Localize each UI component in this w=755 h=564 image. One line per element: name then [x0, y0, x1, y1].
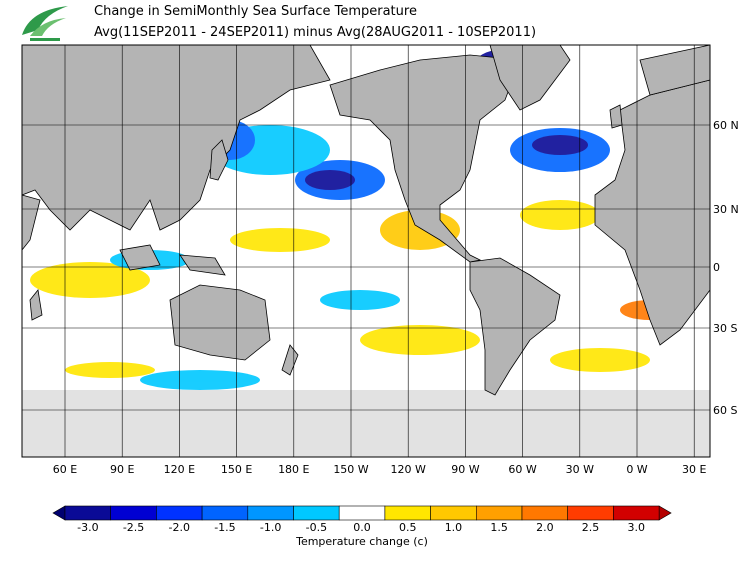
colorbar-tick-label: -2.5 [123, 521, 144, 534]
colorbar-box [475, 505, 523, 521]
colorbar-tick-label: 1.5 [490, 521, 508, 534]
lon-label: 150 W [333, 463, 368, 476]
lon-label: 120 E [164, 463, 195, 476]
lon-label: 60 W [508, 463, 536, 476]
lon-label: 30 W [566, 463, 594, 476]
lat-label: 60 N [713, 119, 739, 132]
colorbar-label: Temperature change (c) [295, 535, 428, 548]
colorbar-tick-label: 3.0 [628, 521, 646, 534]
colorbar-box [156, 505, 203, 521]
colorbar-box [293, 505, 340, 521]
subtitle: Avg(11SEP2011 - 24SEP2011) minus Avg(28A… [94, 25, 536, 40]
colorbar-box [64, 505, 112, 521]
colorbar-box [201, 505, 249, 521]
colorbar-tick-label: 2.0 [536, 521, 554, 534]
lon-label: 150 E [221, 463, 252, 476]
colorbar-box [430, 505, 477, 521]
colorbar-box [110, 505, 157, 521]
colorbar-box [338, 505, 386, 521]
colorbar-tick-label: -1.5 [214, 521, 235, 534]
lat-label: 60 S [713, 404, 737, 417]
colorbar-tick-label: 1.0 [445, 521, 463, 534]
colorbar-box [384, 505, 431, 521]
lon-label: 60 E [53, 463, 77, 476]
lon-label: 30 E [682, 463, 706, 476]
logo [22, 6, 68, 41]
colorbar-tick-label: 0.5 [399, 521, 417, 534]
colorbar-box [567, 505, 614, 521]
colorbar-tick-label: -2.0 [169, 521, 190, 534]
lat-label: 30 S [713, 322, 737, 335]
colorbar-box [521, 505, 569, 521]
map [21, 44, 711, 458]
colorbar-high-arrow [658, 505, 672, 521]
colorbar-tick-label: 0.0 [353, 521, 371, 534]
colorbar-box [613, 505, 660, 521]
title: Change in SemiMonthly Sea Surface Temper… [94, 4, 417, 19]
colorbar-tick-label: 2.5 [582, 521, 600, 534]
lon-label: 90 W [451, 463, 479, 476]
lon-label: 0 W [626, 463, 647, 476]
land [21, 44, 711, 396]
colorbar-tick-label: -3.0 [77, 521, 98, 534]
colorbar-tick-label: -0.5 [306, 521, 327, 534]
lon-label: 180 E [278, 463, 309, 476]
colorbar-tick-label: -1.0 [260, 521, 281, 534]
colorbar-box [247, 505, 294, 521]
lon-label: 90 E [110, 463, 134, 476]
lat-label: 30 N [713, 203, 739, 216]
colorbar-low-arrow [52, 505, 66, 521]
lon-label: 120 W [391, 463, 426, 476]
lat-label: 0 [713, 261, 720, 274]
